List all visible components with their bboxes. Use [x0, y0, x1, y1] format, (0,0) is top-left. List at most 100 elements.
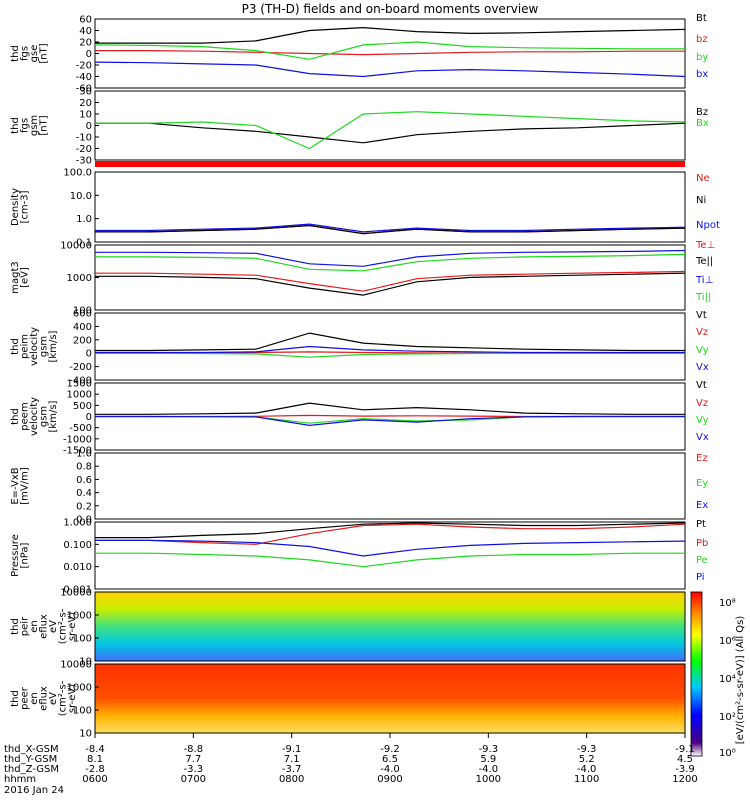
- x-tick-label: 8.1: [87, 754, 103, 765]
- y-axis-label: sr-eV): [67, 612, 78, 641]
- legend-entry: Vz: [696, 327, 708, 338]
- y-axis-label: (cm²-s-: [58, 608, 69, 644]
- x-tick-label: 0700: [181, 774, 206, 785]
- legend-entry: Vz: [696, 398, 708, 409]
- y-axis-label: gsm: [29, 115, 40, 136]
- legend-entry: Pe: [696, 555, 708, 566]
- y-tick-label: -30: [76, 156, 92, 167]
- y-axis-label: [nT]: [39, 43, 50, 63]
- legend-entry: Pt: [696, 519, 706, 530]
- y-axis-label: en: [29, 620, 40, 633]
- y-axis-label: [eV]: [20, 267, 31, 288]
- x-tick-label: -9.2: [380, 744, 400, 755]
- y-tick-label: 0.010: [63, 562, 92, 573]
- series-line: [95, 270, 686, 292]
- y-tick-label: -60: [76, 84, 92, 95]
- y-axis-label: peem: [20, 402, 31, 430]
- y-axis-label: fgs: [20, 118, 31, 133]
- panel-frame: [94, 312, 686, 381]
- legend-entry: Vy: [696, 415, 709, 426]
- x-tick-label: -3.9: [675, 764, 695, 775]
- legend-entry: Ni: [696, 195, 706, 206]
- legend-entry: Ne: [696, 173, 710, 184]
- panel-frame: [94, 452, 686, 520]
- y-tick-label: 1000: [67, 390, 92, 401]
- y-tick-label: 10000: [60, 241, 92, 252]
- series-line: [95, 111, 686, 150]
- y-axis-label: thd: [10, 408, 21, 425]
- legend-entry: Vx: [696, 362, 709, 373]
- y-axis-label: [km/s]: [48, 330, 59, 362]
- colorbar-scale: [690, 591, 703, 757]
- y-axis-label: fgs: [20, 46, 31, 61]
- legend-entry: Ti||: [695, 292, 711, 303]
- legend-entry: Ey: [696, 478, 708, 489]
- series-line: [95, 522, 686, 539]
- legend-entry: bz: [696, 34, 708, 45]
- y-tick-label: -20: [76, 61, 92, 72]
- y-axis-label: velocity: [29, 397, 40, 436]
- chart-panel: 10000 1000 100 10 thdpeirenefluxeV(cm²-s-sr-…: [10, 588, 686, 668]
- y-axis-label: gse: [29, 45, 40, 63]
- y-tick-label: -200: [69, 362, 92, 373]
- legend-entry: Vy: [696, 345, 709, 356]
- colorbar-tick: 10⁰: [719, 748, 736, 759]
- y-axis-label: (cm²-s-: [58, 680, 69, 716]
- legend-entry: bx: [696, 69, 708, 80]
- y-tick-label: 1500: [67, 379, 92, 390]
- series-line: [95, 122, 686, 144]
- y-axis-label: Density: [10, 188, 21, 226]
- legend-entry: by: [696, 52, 708, 63]
- y-tick-label: 500: [73, 401, 92, 412]
- y-axis-label: gsm: [39, 406, 50, 427]
- x-tick-label: 1200: [672, 774, 697, 785]
- y-axis-label: thd: [10, 45, 21, 62]
- y-axis-label: eflux: [39, 686, 50, 711]
- y-tick-label: 1.0: [76, 449, 92, 460]
- y-axis-label: sr-eV): [67, 684, 78, 713]
- y-axis-label: [km/s]: [48, 400, 59, 432]
- colorbar: 10⁸ 10⁶ 10⁴ 10² 10⁰ [eV/(cm²-s-sr-eV)] (…: [690, 591, 746, 759]
- y-tick-label: -10: [76, 133, 92, 144]
- y-axis-label: [nPa]: [20, 542, 31, 568]
- y-tick-label: 10: [79, 729, 92, 740]
- date-label: 2016 Jan 24: [4, 785, 64, 796]
- y-tick-label: 1000: [67, 273, 92, 284]
- legend-entry: Ti⊥: [695, 275, 713, 286]
- legend-entry: Bx: [696, 118, 709, 129]
- series-line: [95, 223, 686, 233]
- x-tick-label: -2.8: [85, 764, 105, 775]
- legend-entry: Npot: [696, 220, 720, 231]
- spectrogram-fill: [95, 592, 685, 661]
- y-axis-label: velocity: [29, 327, 40, 366]
- chart-panel: 10000 1000 100 10 thdpeerenefluxeV(cm²-s-sr-…: [10, 660, 686, 740]
- y-tick-label: 0: [86, 412, 92, 423]
- x-tick-label: -8.8: [184, 744, 204, 755]
- y-tick-label: 0.001: [63, 585, 92, 596]
- x-tick-label: -9.1: [675, 744, 695, 755]
- series-line: [95, 523, 686, 545]
- chart-panel: 1.000 0.100 0.010 0.001 Pressure[nPa] Pt Pb Pe P…: [10, 518, 708, 596]
- y-axis-label: eV: [48, 620, 59, 633]
- orbit-row-label: hhmm: [4, 774, 36, 785]
- y-axis-label: [cm-3]: [20, 190, 31, 223]
- y-tick-label: -500: [69, 423, 92, 434]
- x-tick-label: 4.5: [677, 754, 693, 765]
- y-tick-label: 0.2: [76, 501, 92, 512]
- series-line: [95, 539, 686, 557]
- page-title: P3 (TH-D) fields and on-board moments ov…: [242, 2, 539, 16]
- y-tick-label: -1500: [63, 446, 92, 457]
- series-line: [95, 402, 685, 415]
- colorbar-tick: 10²: [719, 712, 736, 723]
- series-line: [95, 345, 685, 354]
- legend-entry: Bz: [696, 107, 708, 118]
- y-tick-label: 60: [79, 15, 92, 26]
- x-tick-label: -3.3: [184, 764, 204, 775]
- x-tick-label: -9.1: [282, 744, 302, 755]
- y-axis-label: Pressure: [10, 534, 21, 577]
- legend-entry: Vt: [696, 380, 707, 391]
- y-tick-label: 30: [79, 87, 92, 98]
